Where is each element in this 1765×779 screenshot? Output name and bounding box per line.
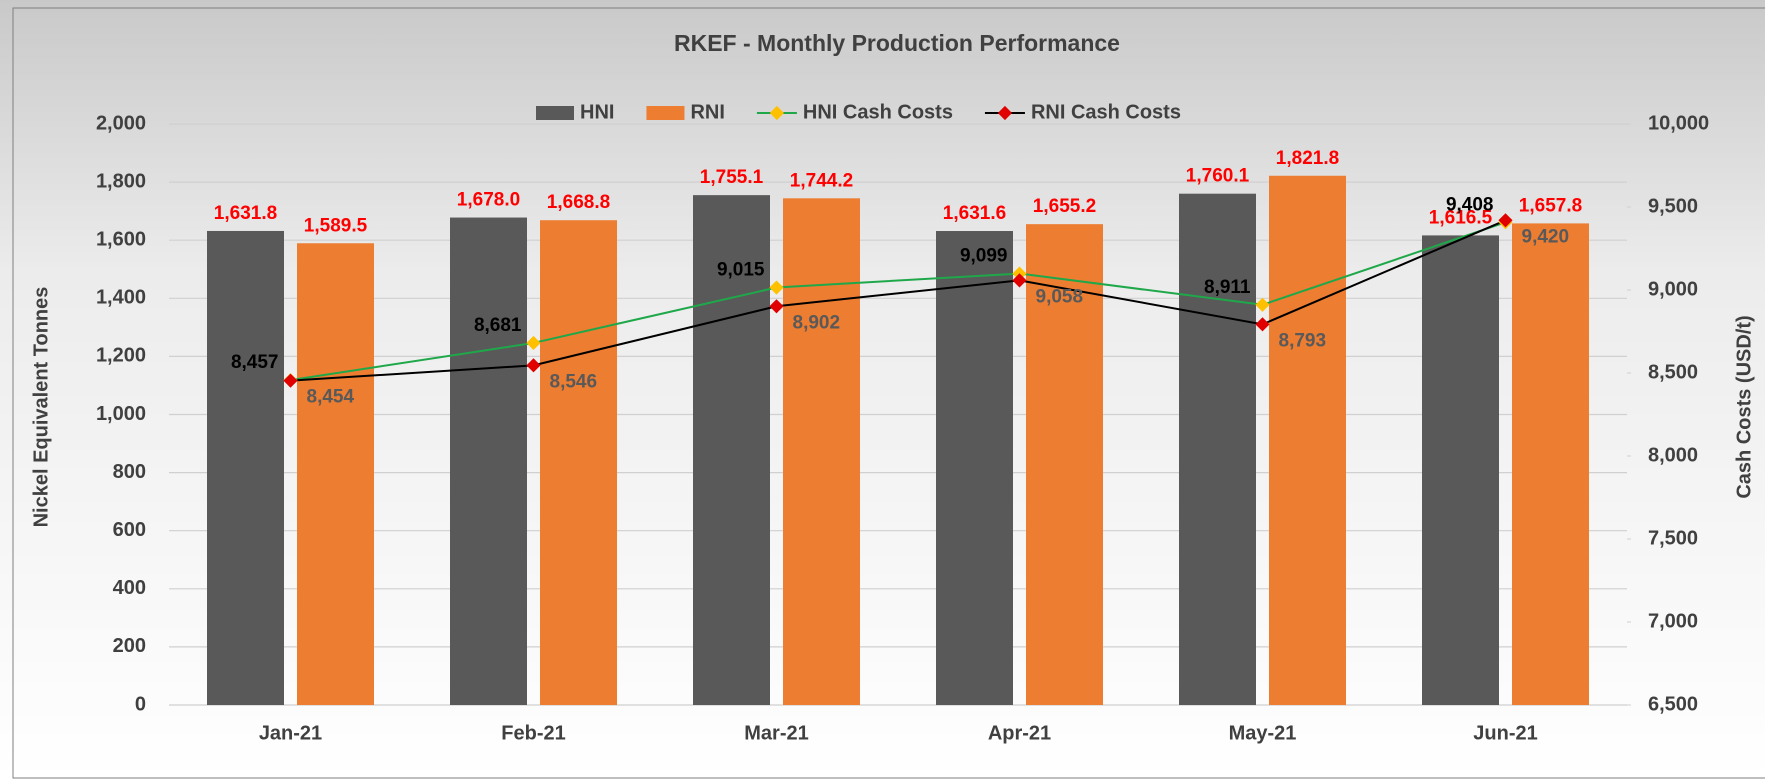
line-value-label: 9,015 [717, 260, 765, 281]
x-tick-label: Jun-21 [1473, 722, 1537, 744]
y-tick-label: 600 [113, 519, 146, 541]
bar-value-label: 1,744.2 [790, 170, 853, 191]
y2-tick-label: 6,500 [1648, 693, 1698, 715]
x-tick-label: Apr-21 [988, 722, 1051, 744]
y-tick-label: 0 [135, 693, 146, 715]
y-axis-title: Nickel Equivalent Tonnes [30, 287, 52, 528]
y2-tick-label: 10,000 [1648, 112, 1709, 134]
bar [936, 231, 1013, 705]
y2-tick-label: 8,500 [1648, 361, 1698, 383]
bar [450, 218, 527, 705]
y-tick-label: 1,400 [96, 287, 146, 309]
line-value-label: 8,911 [1204, 277, 1251, 298]
bar-value-label: 1,668.8 [547, 192, 610, 213]
bar [297, 243, 374, 705]
bar-value-label: 1,657.8 [1519, 195, 1582, 216]
line-value-label: 8,902 [793, 312, 841, 333]
y-tick-label: 1,200 [96, 345, 146, 367]
legend-swatch [646, 106, 684, 120]
bar [1422, 235, 1499, 705]
line-value-label: 8,793 [1279, 330, 1327, 351]
bar-value-label: 1,655.2 [1033, 196, 1096, 217]
y-tick-label: 800 [113, 461, 146, 483]
y2-axis-title: Cash Costs (USD/t) [1733, 315, 1755, 498]
line-value-label: 8,454 [307, 387, 355, 408]
y2-tick-label: 8,000 [1648, 444, 1698, 466]
legend-label: HNI Cash Costs [803, 101, 953, 123]
line-value-label: 8,546 [550, 371, 598, 392]
y2-tick-label: 7,500 [1648, 527, 1698, 549]
x-tick-label: Jan-21 [259, 722, 322, 744]
bar-value-label: 1,760.1 [1186, 166, 1250, 187]
line-value-label: 9,099 [960, 246, 1008, 267]
y2-tick-label: 7,000 [1648, 610, 1698, 632]
y-tick-label: 400 [113, 577, 146, 599]
y2-tick-label: 9,500 [1648, 195, 1698, 217]
line-value-label: 9,420 [1522, 226, 1570, 247]
legend-swatch [536, 106, 574, 120]
legend-label: RNI [690, 101, 724, 123]
y-tick-label: 1,600 [96, 228, 146, 250]
bar [1512, 223, 1589, 705]
bar-value-label: 1,678.0 [457, 190, 520, 211]
bar [540, 220, 617, 705]
y-tick-label: 200 [113, 635, 146, 657]
y-tick-label: 1,800 [96, 170, 146, 192]
legend-label: HNI [580, 101, 614, 123]
bar [1179, 194, 1256, 705]
line-value-label: 9,408 [1446, 194, 1494, 215]
line-value-label: 9,058 [1036, 286, 1084, 307]
bar [1269, 176, 1346, 705]
x-tick-label: Feb-21 [501, 722, 565, 744]
legend-label: RNI Cash Costs [1031, 101, 1181, 123]
bar-value-label: 1,631.8 [214, 203, 277, 224]
chart-title: RKEF - Monthly Production Performance [674, 30, 1120, 56]
bar [207, 231, 284, 705]
bar-value-label: 1,631.6 [943, 203, 1006, 224]
line-value-label: 8,681 [474, 315, 522, 336]
chart: RKEF - Monthly Production Performance Ni… [0, 0, 1765, 779]
x-tick-label: May-21 [1229, 722, 1297, 744]
x-tick-label: Mar-21 [744, 722, 808, 744]
bar-value-label: 1,589.5 [304, 215, 368, 236]
bar-value-label: 1,755.1 [700, 167, 764, 188]
line-value-label: 8,457 [231, 352, 279, 373]
bar [783, 198, 860, 705]
y2-tick-label: 9,000 [1648, 278, 1698, 300]
y-tick-label: 1,000 [96, 403, 146, 425]
y-tick-label: 2,000 [96, 112, 146, 134]
bar-value-label: 1,821.8 [1276, 148, 1339, 169]
